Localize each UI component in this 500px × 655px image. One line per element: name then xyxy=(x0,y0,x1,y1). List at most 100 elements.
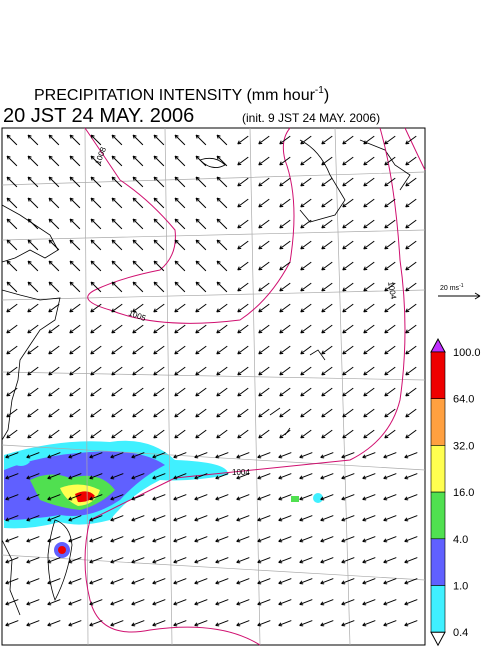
wind-vector-head xyxy=(383,559,388,564)
wind-vector-head xyxy=(132,134,137,139)
init-time: (init. 9 JST 24 MAY. 2006) xyxy=(242,111,380,125)
wind-vector xyxy=(404,557,418,563)
wind-vector-head xyxy=(68,622,73,627)
wind-vector-head xyxy=(321,224,326,229)
wind-vector-head xyxy=(68,496,73,501)
wind-vector-head xyxy=(152,622,157,627)
wind-vector xyxy=(215,473,229,479)
wind-vector xyxy=(5,473,19,479)
wind-vector xyxy=(384,324,396,334)
wind-vector-head xyxy=(48,329,53,334)
wind-vector-head xyxy=(216,329,221,334)
wind-vector-head xyxy=(237,371,242,376)
wind-vector xyxy=(26,578,40,584)
wind-vector-head xyxy=(279,266,284,271)
wind-vector xyxy=(48,197,60,209)
wind-vector-head xyxy=(279,350,284,355)
wind-vector-head xyxy=(5,496,10,501)
wind-vector-head xyxy=(258,371,263,376)
wind-vector-head xyxy=(362,517,367,522)
wind-vector-head xyxy=(69,218,74,223)
wind-vector xyxy=(404,620,418,626)
wind-vector xyxy=(363,135,375,145)
wind-vector xyxy=(48,218,60,230)
valid-time: 20 JST 24 MAY. 2006 xyxy=(3,105,194,127)
wind-vector-head xyxy=(132,239,137,244)
wind-vector-head xyxy=(342,308,347,313)
wind-vector-head xyxy=(48,434,53,439)
wind-vector xyxy=(341,494,355,500)
wind-vector xyxy=(320,599,334,605)
wind-vector-head xyxy=(48,392,53,397)
wind-vector-head xyxy=(110,538,115,543)
wind-vector-head xyxy=(363,308,368,313)
wind-vector xyxy=(363,387,375,397)
wind-vector xyxy=(236,557,250,563)
coastline xyxy=(1,139,411,616)
wind-vector-head xyxy=(69,392,74,397)
wind-vector-head xyxy=(215,580,220,585)
wind-vector xyxy=(5,494,19,500)
colorbar-segment xyxy=(430,351,446,400)
wind-vector-head xyxy=(383,517,388,522)
wind-vector xyxy=(278,515,292,521)
wind-vector xyxy=(320,494,334,500)
wind-vector xyxy=(131,578,145,584)
wind-vector xyxy=(111,303,123,313)
wind-vector xyxy=(26,599,40,605)
wind-vector-head xyxy=(299,496,304,501)
wind-vector-head xyxy=(321,308,326,313)
wind-vector xyxy=(258,135,270,145)
wind-vector-head xyxy=(132,434,137,439)
wind-vector-head xyxy=(90,260,95,265)
wind-vector-head xyxy=(342,245,347,250)
wind-vector xyxy=(384,387,396,397)
wind-vector-head xyxy=(278,622,283,627)
wind-vector-head xyxy=(111,413,116,418)
wind-vector-head xyxy=(132,155,137,160)
wind-vector xyxy=(48,324,60,334)
wind-vector xyxy=(300,282,312,292)
wind-vector-head xyxy=(278,496,283,501)
wind-vector-head xyxy=(195,308,200,313)
wind-vector xyxy=(342,261,354,271)
wind-vector xyxy=(27,197,39,209)
wind-vector xyxy=(237,345,249,355)
wind-vector xyxy=(341,473,355,479)
wind-vector-head xyxy=(194,517,199,522)
wind-vector xyxy=(405,156,417,166)
wind-vector xyxy=(111,176,123,188)
wind-vector xyxy=(195,197,207,209)
wind-vector-head xyxy=(89,496,94,501)
wind-vector-head xyxy=(321,350,326,355)
wind-vector-head xyxy=(236,559,241,564)
wind-vector xyxy=(384,261,396,271)
wind-vector-head xyxy=(236,622,241,627)
wind-vector-head xyxy=(194,538,199,543)
wind-vector xyxy=(6,239,18,251)
wind-vector xyxy=(383,599,397,605)
wind-vector xyxy=(27,239,39,251)
wind-vector xyxy=(89,536,103,542)
wind-vector xyxy=(26,536,40,542)
wind-vector-head xyxy=(47,496,52,501)
wind-vector xyxy=(278,557,292,563)
wind-vector xyxy=(383,620,397,626)
wind-vector-head xyxy=(237,140,242,145)
wind-vector-head xyxy=(384,287,389,292)
wind-vector-head xyxy=(5,559,10,564)
wind-vector-head xyxy=(342,329,347,334)
wind-vector-head xyxy=(257,496,262,501)
wind-vector xyxy=(300,429,312,439)
wind-vector-head xyxy=(174,260,179,265)
wind-vector xyxy=(111,429,123,439)
wind-vector-head xyxy=(89,475,94,480)
wind-vector-head xyxy=(216,176,221,181)
wind-vector-head xyxy=(5,454,10,459)
wind-vector xyxy=(27,387,39,397)
wind-vector-head xyxy=(341,475,346,480)
wind-vector xyxy=(405,345,417,355)
wind-vector xyxy=(405,366,417,376)
wind-vector-head xyxy=(320,580,325,585)
wind-vector xyxy=(216,281,228,293)
